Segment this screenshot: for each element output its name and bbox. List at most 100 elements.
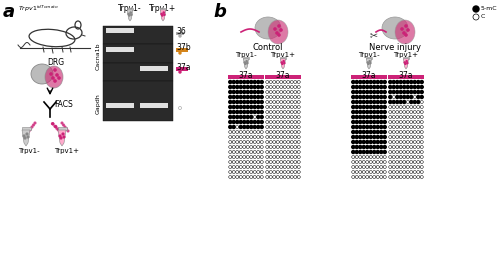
Circle shape bbox=[417, 161, 420, 163]
Circle shape bbox=[240, 131, 242, 134]
Circle shape bbox=[352, 131, 355, 134]
Circle shape bbox=[389, 136, 392, 139]
Circle shape bbox=[280, 150, 283, 153]
Circle shape bbox=[276, 110, 279, 113]
Circle shape bbox=[355, 131, 358, 134]
Circle shape bbox=[355, 105, 358, 108]
Circle shape bbox=[290, 161, 293, 163]
Circle shape bbox=[290, 91, 293, 94]
Circle shape bbox=[290, 110, 293, 113]
Circle shape bbox=[352, 171, 355, 174]
Circle shape bbox=[243, 115, 246, 118]
Circle shape bbox=[406, 126, 409, 129]
Circle shape bbox=[352, 115, 355, 118]
Circle shape bbox=[399, 140, 402, 144]
Circle shape bbox=[269, 155, 272, 158]
Circle shape bbox=[283, 171, 286, 174]
Ellipse shape bbox=[268, 20, 288, 44]
Circle shape bbox=[396, 161, 399, 163]
Circle shape bbox=[417, 121, 420, 123]
Circle shape bbox=[287, 136, 290, 139]
Circle shape bbox=[399, 171, 402, 174]
Circle shape bbox=[294, 105, 297, 108]
Circle shape bbox=[384, 121, 386, 123]
Circle shape bbox=[287, 100, 290, 104]
Circle shape bbox=[58, 131, 60, 132]
Circle shape bbox=[373, 155, 376, 158]
Text: Trpv1+: Trpv1+ bbox=[270, 52, 295, 58]
Circle shape bbox=[384, 145, 386, 148]
Circle shape bbox=[362, 115, 365, 118]
Circle shape bbox=[366, 166, 369, 169]
Circle shape bbox=[276, 100, 279, 104]
Bar bbox=[388, 75, 424, 79]
Ellipse shape bbox=[45, 66, 63, 88]
Circle shape bbox=[362, 136, 365, 139]
Circle shape bbox=[283, 121, 286, 123]
Circle shape bbox=[420, 115, 423, 118]
Circle shape bbox=[250, 110, 253, 113]
Circle shape bbox=[254, 100, 256, 104]
Circle shape bbox=[362, 100, 365, 104]
Circle shape bbox=[352, 91, 355, 94]
Circle shape bbox=[276, 91, 279, 94]
Circle shape bbox=[240, 86, 242, 89]
Circle shape bbox=[403, 166, 406, 169]
Circle shape bbox=[246, 81, 249, 84]
Circle shape bbox=[243, 121, 246, 123]
Circle shape bbox=[250, 95, 253, 99]
Circle shape bbox=[232, 171, 235, 174]
Circle shape bbox=[232, 95, 235, 99]
Text: Gapdh: Gapdh bbox=[96, 94, 101, 114]
Circle shape bbox=[366, 121, 369, 123]
Circle shape bbox=[396, 176, 399, 179]
Circle shape bbox=[229, 126, 232, 129]
Circle shape bbox=[269, 176, 272, 179]
Circle shape bbox=[269, 161, 272, 163]
Circle shape bbox=[232, 161, 235, 163]
Circle shape bbox=[266, 140, 269, 144]
Polygon shape bbox=[160, 10, 166, 21]
Circle shape bbox=[355, 166, 358, 169]
Circle shape bbox=[406, 131, 409, 134]
Circle shape bbox=[392, 110, 395, 113]
Circle shape bbox=[362, 105, 365, 108]
Circle shape bbox=[240, 166, 242, 169]
Text: Trpv1-: Trpv1- bbox=[358, 52, 380, 58]
Circle shape bbox=[60, 131, 62, 132]
Circle shape bbox=[236, 176, 239, 179]
Circle shape bbox=[359, 95, 362, 99]
Circle shape bbox=[399, 136, 402, 139]
Circle shape bbox=[274, 28, 276, 30]
Circle shape bbox=[403, 32, 405, 34]
Circle shape bbox=[257, 145, 260, 148]
Circle shape bbox=[243, 140, 246, 144]
Circle shape bbox=[269, 95, 272, 99]
Circle shape bbox=[396, 126, 399, 129]
Circle shape bbox=[380, 86, 383, 89]
Circle shape bbox=[420, 166, 423, 169]
Circle shape bbox=[473, 6, 479, 12]
Circle shape bbox=[236, 161, 239, 163]
Circle shape bbox=[243, 155, 246, 158]
Circle shape bbox=[254, 126, 256, 129]
Circle shape bbox=[376, 136, 380, 139]
Circle shape bbox=[373, 81, 376, 84]
Circle shape bbox=[246, 155, 249, 158]
Circle shape bbox=[410, 105, 413, 108]
Text: Trpv1-: Trpv1- bbox=[18, 148, 40, 154]
Bar bbox=[243, 57, 249, 59]
Circle shape bbox=[359, 105, 362, 108]
Circle shape bbox=[236, 86, 239, 89]
Circle shape bbox=[254, 145, 256, 148]
Circle shape bbox=[376, 145, 380, 148]
Text: Control: Control bbox=[253, 43, 283, 52]
Circle shape bbox=[290, 121, 293, 123]
Circle shape bbox=[362, 131, 365, 134]
Circle shape bbox=[294, 115, 297, 118]
Circle shape bbox=[376, 140, 380, 144]
Circle shape bbox=[392, 161, 395, 163]
Circle shape bbox=[373, 86, 376, 89]
Circle shape bbox=[406, 115, 409, 118]
Circle shape bbox=[380, 100, 383, 104]
